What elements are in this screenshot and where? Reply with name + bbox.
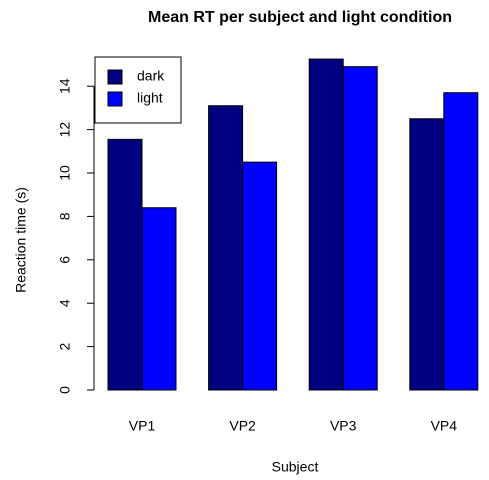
- legend-swatch: [107, 69, 123, 85]
- bar: [342, 66, 378, 391]
- y-tick-label: 8: [57, 212, 73, 220]
- y-tick-label: 12: [57, 122, 73, 138]
- x-tick-label: VP4: [431, 418, 458, 434]
- bar: [242, 161, 278, 391]
- legend-label: light: [137, 90, 163, 106]
- bar: [443, 92, 479, 391]
- legend-box: [94, 56, 182, 124]
- x-axis-label: Subject: [272, 459, 319, 475]
- y-tick-label: 6: [57, 256, 73, 264]
- bar: [141, 207, 177, 391]
- bar: [107, 138, 143, 391]
- legend-swatch: [107, 91, 123, 107]
- x-tick-label: VP1: [129, 418, 156, 434]
- chart-title: Mean RT per subject and light condition: [148, 9, 452, 26]
- y-tick-label: 2: [57, 342, 73, 350]
- y-tick-label: 0: [57, 386, 73, 394]
- y-tick-label: 14: [57, 78, 73, 94]
- y-axis-label: Reaction time (s): [13, 187, 29, 293]
- bar: [409, 118, 445, 391]
- x-tick-label: VP2: [229, 418, 256, 434]
- y-tick-label: 4: [57, 299, 73, 307]
- x-tick-label: VP3: [330, 418, 357, 434]
- y-tick-label: 10: [57, 165, 73, 181]
- bar: [208, 105, 244, 391]
- legend-label: dark: [137, 68, 165, 84]
- bar: [308, 58, 344, 391]
